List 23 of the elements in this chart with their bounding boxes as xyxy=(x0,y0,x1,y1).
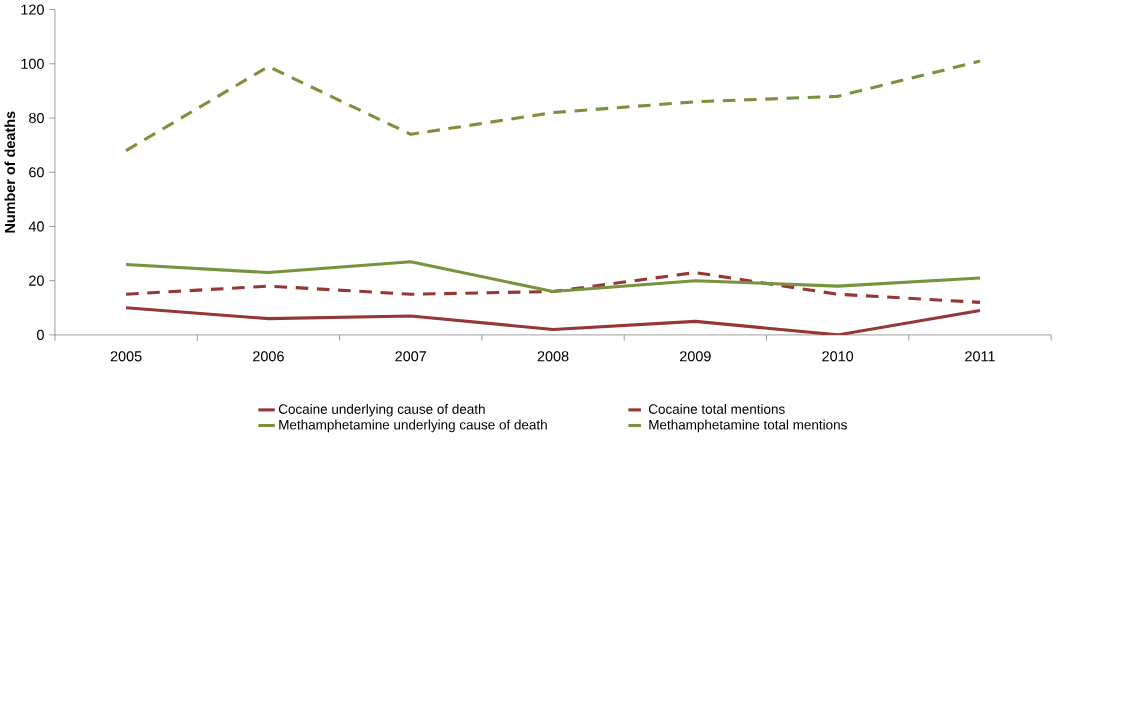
x-tick-label: 2006 xyxy=(253,351,284,362)
y-axis-title: Number of deaths xyxy=(4,111,16,233)
line-series xyxy=(124,59,982,153)
legend-label: Methamphetamine underlying cause of death xyxy=(279,419,547,433)
y-tick-label: 80 xyxy=(29,112,44,124)
line-series xyxy=(124,306,982,335)
line-series xyxy=(124,271,982,304)
x-tick-label: 2005 xyxy=(110,351,142,362)
legend-label: Methamphetamine total mentions xyxy=(649,419,847,433)
x-tick-label: 2008 xyxy=(537,351,569,362)
x-tick-label: 2009 xyxy=(680,351,711,362)
line-series xyxy=(124,260,982,294)
y-tick-label: 100 xyxy=(21,58,44,69)
legend-label: Cocaine total mentions xyxy=(648,404,785,414)
x-tick-label: 2007 xyxy=(395,351,427,362)
y-tick-label: 40 xyxy=(28,221,44,232)
x-tick-label: 2010 xyxy=(822,351,854,362)
y-tick-label: 60 xyxy=(29,167,44,178)
y-tick-label: 120 xyxy=(21,4,44,15)
y-tick-label: 20 xyxy=(29,275,44,286)
x-tick-label: 2011 xyxy=(965,351,995,362)
legend-label: Cocaine underlying cause of death xyxy=(278,404,485,417)
y-tick-label: 0 xyxy=(37,329,44,340)
